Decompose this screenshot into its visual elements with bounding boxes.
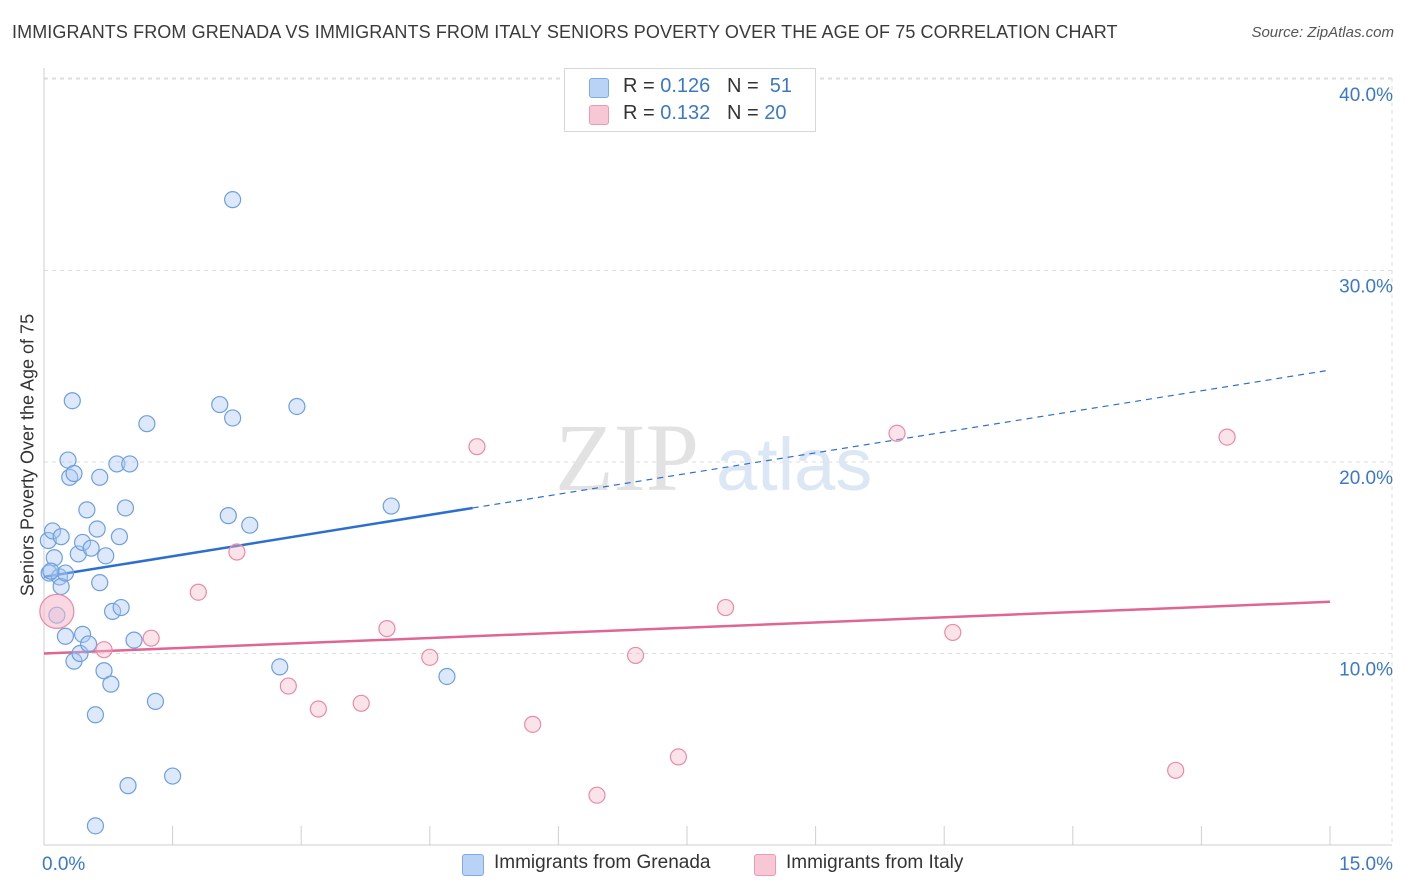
point-italy <box>352 694 370 712</box>
point-italy <box>1167 761 1185 779</box>
series-label-italy: Immigrants from Italy <box>786 852 964 873</box>
point-grenada <box>116 499 135 517</box>
point-grenada <box>102 675 120 693</box>
point-grenada <box>86 706 105 724</box>
legend-r-value: 0.132 <box>660 102 711 124</box>
legend-r-label: R = <box>623 102 661 124</box>
point-grenada <box>73 625 92 643</box>
point-grenada <box>42 562 60 580</box>
point-grenada <box>95 662 113 680</box>
stats-legend: R = 0.126 N = 51 R = 0.132 N = 20 <box>564 68 816 132</box>
point-grenada <box>82 539 100 557</box>
x-tick-label: 0.0% <box>42 854 85 875</box>
point-italy <box>944 623 962 642</box>
legend-r-label: R = <box>623 75 661 97</box>
point-grenada <box>56 627 75 645</box>
data-points <box>39 191 1236 835</box>
point-grenada <box>63 392 81 410</box>
point-grenada <box>219 507 237 525</box>
point-italy <box>1218 428 1236 446</box>
point-italy <box>39 593 75 629</box>
point-italy <box>888 424 906 442</box>
y-tick-label: 30.0% <box>1339 277 1393 298</box>
point-italy <box>421 648 439 666</box>
point-italy <box>95 641 113 659</box>
point-grenada <box>382 497 400 515</box>
point-grenada <box>86 817 105 835</box>
point-grenada <box>73 533 92 552</box>
point-italy <box>228 543 246 561</box>
point-grenada <box>91 468 109 486</box>
point-grenada <box>211 395 229 414</box>
trend-line-grenada-extension <box>472 369 1331 509</box>
watermark: ZIP atlas <box>555 404 872 511</box>
x-tick-label: 15.0% <box>1339 854 1393 875</box>
point-grenada <box>224 409 242 427</box>
legend-n-label: N = <box>726 75 765 97</box>
point-italy <box>588 786 606 804</box>
series-swatch-italy <box>754 854 776 876</box>
point-grenada <box>39 531 57 550</box>
point-grenada <box>97 547 115 565</box>
point-italy <box>279 677 297 695</box>
point-grenada <box>112 598 130 617</box>
point-grenada <box>52 528 70 546</box>
series-swatch-grenada <box>462 854 484 876</box>
trend-line-grenada <box>43 506 473 579</box>
trend-lines <box>43 369 1331 655</box>
point-grenada <box>241 516 259 534</box>
point-grenada <box>43 522 62 540</box>
tick-labels: 10.0% 20.0% 30.0% 40.0% 0.0% 15.0% <box>42 85 1393 875</box>
watermark-zip: ZIP <box>555 404 699 511</box>
point-grenada <box>88 520 106 538</box>
legend-swatch-grenada <box>589 78 609 98</box>
point-italy <box>716 598 735 617</box>
point-grenada <box>45 549 63 567</box>
point-italy <box>669 748 688 766</box>
point-grenada <box>78 501 96 519</box>
point-italy <box>189 583 207 601</box>
point-grenada <box>103 602 122 620</box>
legend-swatch-italy <box>589 105 609 125</box>
watermark-atlas: atlas <box>716 423 872 506</box>
y-tick-label: 10.0% <box>1339 660 1393 681</box>
chart-title: IMMIGRANTS FROM GRENADA VS IMMIGRANTS FR… <box>12 22 1118 42</box>
y-tick-label: 20.0% <box>1339 468 1393 489</box>
point-grenada <box>121 455 139 473</box>
point-grenada <box>224 191 242 209</box>
point-italy <box>142 629 160 647</box>
legend-n-label: N = <box>726 102 765 124</box>
point-grenada <box>91 574 109 592</box>
point-italy <box>378 620 396 638</box>
point-italy <box>309 700 327 718</box>
legend-r-value: 0.126 <box>660 75 711 97</box>
point-grenada <box>271 658 289 676</box>
point-grenada <box>146 692 165 710</box>
legend-n-value: 20 <box>764 102 787 124</box>
point-grenada <box>288 397 306 416</box>
point-grenada <box>56 564 75 582</box>
point-grenada <box>119 777 137 795</box>
trend-line-italy <box>43 600 1331 655</box>
legend-n-value: 51 <box>769 75 793 97</box>
point-italy <box>626 646 645 665</box>
series-label-grenada: Immigrants from Grenada <box>494 852 711 873</box>
axes <box>43 68 1392 846</box>
point-grenada <box>79 635 98 653</box>
point-grenada <box>138 415 156 433</box>
point-italy <box>468 438 486 456</box>
y-axis-label: Seniors Poverty Over the Age of 75 <box>17 313 38 597</box>
point-grenada <box>125 631 143 649</box>
point-grenada <box>110 528 129 546</box>
point-grenada <box>164 767 182 785</box>
point-grenada <box>65 464 83 483</box>
point-grenada <box>71 644 89 663</box>
point-grenada <box>438 667 456 686</box>
y-tick-label: 40.0% <box>1339 85 1393 106</box>
point-italy <box>524 715 542 733</box>
source-label: Source: ZipAtlas.com <box>1251 24 1394 41</box>
point-grenada <box>108 455 126 473</box>
